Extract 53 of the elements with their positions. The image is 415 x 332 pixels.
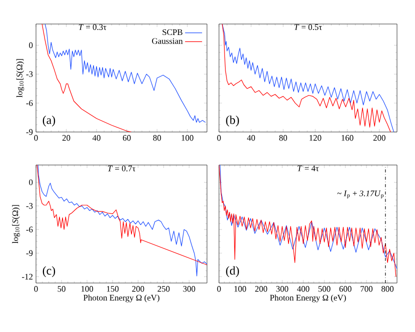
x-tick-label: 100 xyxy=(182,135,194,141)
chart-title: T = 0.5τ xyxy=(294,24,322,30)
x-tick-label: 200 xyxy=(132,286,144,292)
x-tick-label: 500 xyxy=(318,286,330,292)
x-tick-label: 400 xyxy=(297,286,310,292)
y-tick-label: -9 xyxy=(26,250,33,256)
x-tick-label: 50 xyxy=(58,286,66,292)
x-tick-label: 80 xyxy=(153,135,161,141)
annotation: (d) xyxy=(226,266,239,278)
x-tick-label: 120 xyxy=(310,135,322,141)
x-tick-label: 60 xyxy=(122,135,131,141)
y-tick-label: -6 xyxy=(26,226,33,232)
x-tick-label: 160 xyxy=(342,135,354,141)
chart-title: T = 4τ xyxy=(298,166,319,172)
x-tick-label: 80 xyxy=(279,135,288,141)
x-tick-label: 200 xyxy=(373,135,386,141)
ref-line-label: ~ I$_{p}$ + 3.17U$_{p}$ xyxy=(337,190,384,198)
x-tick-label: 800 xyxy=(382,286,394,292)
x-tick-label: 700 xyxy=(360,286,372,292)
x-tick-label: 150 xyxy=(106,286,119,292)
x-tick-label: 40 xyxy=(92,135,100,141)
x-tick-label: 0 xyxy=(217,286,221,292)
y-tick-label: -3 xyxy=(26,203,33,209)
x-tick-label: 300 xyxy=(276,286,288,292)
chart-title: T = 0.3τ xyxy=(78,24,106,30)
legend-label: Gaussian xyxy=(152,38,183,44)
x-tick-label: 100 xyxy=(81,286,94,292)
annotation: (c) xyxy=(42,266,56,278)
x-tick-label: 0 xyxy=(217,135,221,141)
x-tick-label: 250 xyxy=(158,286,170,292)
x-axis-title: Photon Energy Ω (eV) xyxy=(270,294,346,302)
annotation: (a) xyxy=(42,116,56,126)
y-tick-label: -12 xyxy=(22,274,33,280)
x-tick-label: 40 xyxy=(247,135,255,141)
x-axis-title: Photon Energy Ω (eV) xyxy=(84,294,160,302)
x-tick-label: 600 xyxy=(339,286,352,292)
x-tick-label: 0 xyxy=(34,135,38,141)
y-tick-label: -9 xyxy=(26,129,33,135)
x-tick-label: 20 xyxy=(62,135,70,141)
x-tick-label: 300 xyxy=(183,286,196,292)
x-tick-label: 200 xyxy=(255,286,268,292)
x-tick-label: 0 xyxy=(34,286,38,292)
line-series xyxy=(42,24,132,132)
y-tick-label: -3 xyxy=(26,71,33,77)
y-tick-label: 0 xyxy=(29,42,33,48)
y-axis-title: log$_{10}$[S(Ω)] xyxy=(16,59,24,98)
x-tick-label: 100 xyxy=(234,286,246,292)
y-axis-title: log$_{10}$[S(Ω)] xyxy=(12,205,20,244)
legend-label: SCPB xyxy=(162,29,182,36)
annotation: (b) xyxy=(226,116,239,126)
chart-title: T = 0.7τ xyxy=(108,166,136,172)
y-tick-label: 0 xyxy=(29,179,33,186)
y-tick-label: -6 xyxy=(26,100,33,106)
